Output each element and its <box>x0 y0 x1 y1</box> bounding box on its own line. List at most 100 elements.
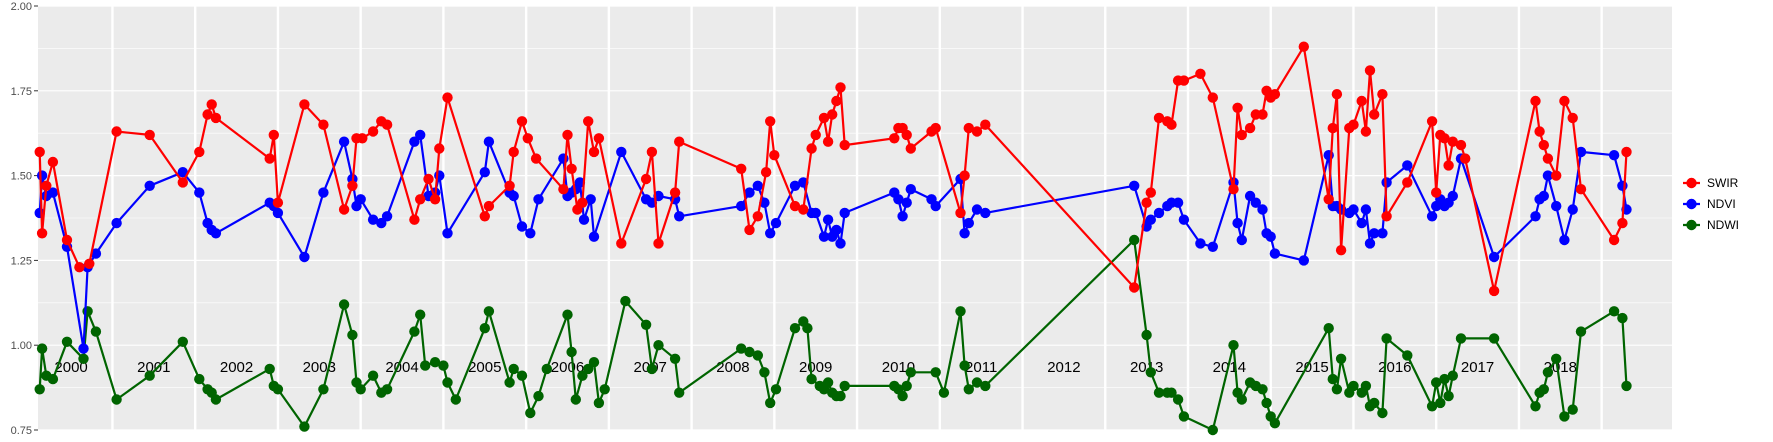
data-point <box>483 136 495 147</box>
data-point <box>1617 217 1628 229</box>
data-point <box>640 173 652 185</box>
data-point <box>736 163 747 174</box>
data-point <box>438 360 449 371</box>
data-point <box>347 180 358 191</box>
data-point <box>1551 353 1562 364</box>
data-point <box>177 167 188 178</box>
data-point <box>839 207 850 219</box>
data-point <box>1567 404 1578 415</box>
data-point <box>765 116 776 127</box>
data-point <box>577 370 588 381</box>
data-point <box>646 146 658 158</box>
y-tick-label: 1.75 <box>11 86 32 98</box>
data-point <box>47 373 59 385</box>
data-point <box>381 119 393 130</box>
data-point <box>1257 384 1268 395</box>
data-point <box>1323 194 1334 205</box>
year-label: 2017 <box>1461 359 1494 376</box>
data-point <box>839 380 850 392</box>
data-point <box>1538 139 1550 151</box>
data-point <box>1172 197 1184 208</box>
data-point <box>504 377 515 388</box>
data-point <box>516 221 528 232</box>
data-point <box>818 112 830 124</box>
data-point <box>1327 122 1339 134</box>
data-point <box>272 207 284 219</box>
data-point <box>1145 187 1157 198</box>
data-point <box>415 129 426 141</box>
data-point <box>1551 170 1562 181</box>
data-point <box>1575 146 1587 158</box>
data-point <box>1207 92 1219 103</box>
legend-label: NDVI <box>1707 197 1736 211</box>
data-point <box>930 200 941 212</box>
data-point <box>752 350 763 361</box>
data-point <box>558 184 569 195</box>
data-point <box>1621 146 1632 158</box>
data-point <box>144 370 155 381</box>
data-point <box>1257 109 1268 120</box>
data-point <box>423 173 434 185</box>
data-point <box>955 207 966 219</box>
data-point <box>897 390 908 402</box>
data-point <box>1608 306 1620 317</box>
data-point <box>525 228 536 239</box>
data-point <box>583 116 594 127</box>
data-point <box>1153 207 1165 219</box>
data-point <box>61 234 73 246</box>
data-point <box>1178 411 1190 422</box>
data-point <box>1348 119 1359 130</box>
data-point <box>889 133 900 144</box>
data-point <box>450 394 461 405</box>
data-point <box>1447 190 1459 202</box>
data-point <box>835 238 846 249</box>
data-point <box>82 306 93 317</box>
data-point <box>202 109 213 120</box>
data-point <box>1559 234 1570 246</box>
data-point <box>562 129 573 141</box>
year-label: 2006 <box>551 359 584 376</box>
data-point <box>839 139 850 151</box>
year-label: 2000 <box>54 359 87 376</box>
data-point <box>479 167 490 178</box>
y-tick-label: 1.25 <box>11 255 32 267</box>
data-point <box>593 133 605 144</box>
data-point <box>299 251 310 263</box>
data-point <box>36 170 48 181</box>
data-point <box>338 136 350 147</box>
data-point <box>1327 373 1339 385</box>
data-point <box>1617 312 1628 324</box>
data-point <box>570 394 581 405</box>
data-point <box>264 363 275 375</box>
data-point <box>1129 282 1140 293</box>
data-point <box>78 343 89 354</box>
data-point <box>1538 190 1550 202</box>
data-point <box>1551 200 1562 212</box>
data-point <box>1236 129 1248 141</box>
y-tick-label: 1.00 <box>11 340 32 352</box>
data-point <box>765 397 776 409</box>
data-point <box>299 421 310 432</box>
data-point <box>1141 329 1152 341</box>
data-point <box>744 346 755 358</box>
data-point <box>272 384 284 395</box>
data-point <box>264 153 275 164</box>
data-point <box>752 211 763 222</box>
data-point <box>1356 95 1367 107</box>
data-point <box>78 353 89 364</box>
data-point <box>381 211 393 222</box>
series-ndwi <box>34 234 1632 436</box>
data-point <box>144 180 155 191</box>
data-point <box>1141 197 1152 208</box>
data-point <box>930 122 941 134</box>
data-point <box>34 384 45 395</box>
data-point <box>1195 68 1206 80</box>
grid-lines <box>38 5 1672 431</box>
data-point <box>1257 204 1268 215</box>
data-point <box>578 214 590 225</box>
data-point <box>1488 251 1500 263</box>
data-point <box>798 204 809 215</box>
data-point <box>61 336 73 347</box>
data-point <box>1542 367 1554 378</box>
data-point <box>1348 204 1359 215</box>
